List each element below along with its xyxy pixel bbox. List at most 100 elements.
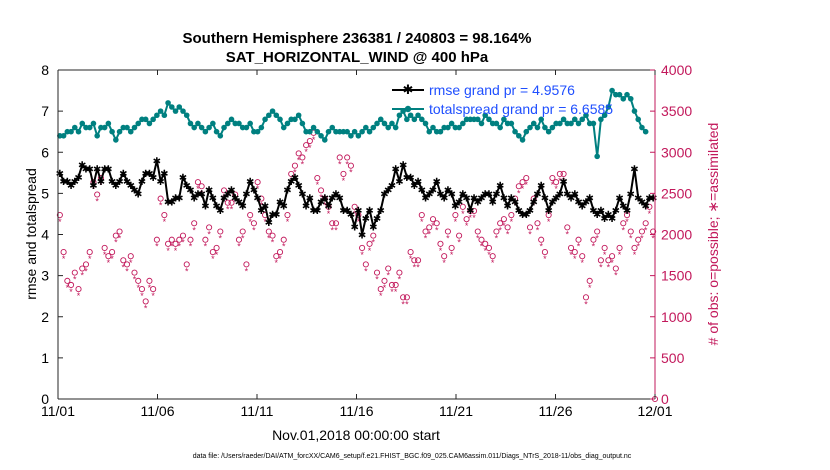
obs-assimilated-point: * <box>625 217 629 227</box>
obs-possible-point <box>635 236 642 243</box>
totalspread-point <box>127 128 134 135</box>
obs-assimilated-point: * <box>301 159 305 169</box>
rmse-point: ✱ <box>559 177 567 188</box>
rmse-point: ✱ <box>574 198 582 209</box>
rmse-point: ✱ <box>526 206 534 217</box>
rmse-point: ✱ <box>100 165 108 176</box>
obs-possible-point <box>388 281 395 289</box>
rmse-point: ✱ <box>227 185 235 196</box>
obs-possible-point <box>295 150 302 157</box>
obs-assimilated-point: * <box>226 205 230 215</box>
obs-assimilated-point: * <box>207 229 211 239</box>
obs-assimilated-point: * <box>136 283 140 293</box>
obs-possible-point <box>172 240 179 247</box>
totalspread-point <box>426 128 433 135</box>
totalspread-point <box>269 108 276 114</box>
rmse-point: ✱ <box>634 193 642 204</box>
obs-assimilated-point: * <box>525 180 529 190</box>
rmse-point: ✱ <box>242 189 250 200</box>
rmse-point: ✱ <box>433 177 441 188</box>
obs-series: *** **** ******* ** ** ************ * * * ***** **… <box>56 129 659 403</box>
rmse-point: ✱ <box>455 198 463 209</box>
totalspread-point <box>437 128 444 135</box>
totalspread-point <box>90 120 97 127</box>
legend-rmse-marker: ✱ <box>403 82 414 97</box>
obs-assimilated-point: * <box>252 225 256 235</box>
obs-assimilated-point: * <box>543 254 547 264</box>
totalspread-point <box>116 128 123 135</box>
obs-possible-point <box>68 281 75 289</box>
obs-possible-point <box>269 232 276 239</box>
rmse-point: ✱ <box>623 206 631 217</box>
totalspread-point <box>601 112 608 119</box>
obs-assimilated-point: * <box>558 176 562 186</box>
rmse-point: ✱ <box>500 193 508 204</box>
obs-possible-point <box>109 249 116 256</box>
totalspread-point <box>94 133 100 139</box>
totalspread-point <box>609 87 615 94</box>
obs-assimilated-point: * <box>633 250 637 260</box>
obs-assimilated-point: * <box>271 238 275 248</box>
obs-assimilated-point: * <box>502 221 506 231</box>
rmse-point: ✱ <box>481 189 489 200</box>
totalspread-point <box>321 137 328 143</box>
obs-possible-point <box>359 244 366 251</box>
obs-assimilated-point: * <box>118 234 122 244</box>
obs-assimilated-point: * <box>99 180 103 190</box>
rmse-point: ✱ <box>384 185 392 196</box>
x-axis-label: Nov.01,2018 00:00:00 start <box>272 427 440 443</box>
obs-assimilated-point: * <box>622 225 626 235</box>
rmse-point: ✱ <box>388 181 396 192</box>
rmse-point: ✱ <box>466 206 474 217</box>
rmse-point: ✱ <box>276 198 284 209</box>
obs-assimilated-point: * <box>174 246 178 256</box>
obs-assimilated-point: * <box>409 254 413 264</box>
obs-possible-point <box>220 187 228 194</box>
obs-possible-point <box>515 183 522 190</box>
totalspread-point <box>542 124 548 131</box>
obs-possible-point <box>526 224 534 231</box>
obs-possible-point <box>183 261 190 268</box>
rmse-point: ✱ <box>600 214 608 225</box>
rmse-point: ✱ <box>82 165 90 176</box>
totalspread-point <box>142 116 149 123</box>
y-left-tick-label: 4 <box>41 227 49 243</box>
rmse-point: ✱ <box>291 173 299 184</box>
obs-possible-point <box>373 269 381 276</box>
totalspread-point <box>198 124 205 131</box>
rmse-point: ✱ <box>627 189 635 200</box>
totalspread-point <box>176 104 183 110</box>
rmse-point: ✱ <box>224 189 232 200</box>
obs-assimilated-point: * <box>148 283 152 293</box>
rmse-point: ✱ <box>522 210 530 221</box>
obs-assimilated-point: * <box>349 168 353 178</box>
y-right-tick-label: 3000 <box>661 144 692 160</box>
totalspread-point <box>385 124 392 131</box>
obs-possible-point <box>485 244 493 251</box>
totalspread-point <box>224 120 231 127</box>
totalspread-point <box>236 120 242 127</box>
totalspread-point <box>422 120 429 127</box>
rmse-point: ✱ <box>261 202 269 213</box>
obs-possible-point <box>538 236 545 243</box>
obs-assimilated-point: * <box>536 225 540 235</box>
obs-assimilated-point: * <box>364 266 368 276</box>
obs-assimilated-point: * <box>603 250 607 260</box>
obs-possible-point <box>508 211 515 219</box>
totalspread-point <box>157 108 164 114</box>
totalspread-point <box>523 128 530 135</box>
obs-possible-point <box>165 240 172 247</box>
totalspread-point <box>273 112 280 119</box>
totalspread-point <box>460 120 466 127</box>
rmse-point: ✱ <box>171 193 179 204</box>
totalspread-point <box>381 120 388 127</box>
obs-possible-point <box>71 269 78 276</box>
rmse-point: ✱ <box>563 189 571 200</box>
rmse-point: ✱ <box>492 189 500 200</box>
obs-possible-point <box>601 244 608 251</box>
totalspread-point <box>355 133 362 139</box>
obs-possible-point <box>493 228 500 235</box>
obs-assimilated-point: * <box>241 234 245 244</box>
rmse-point: ✱ <box>589 206 597 217</box>
obs-possible-point <box>299 154 306 161</box>
